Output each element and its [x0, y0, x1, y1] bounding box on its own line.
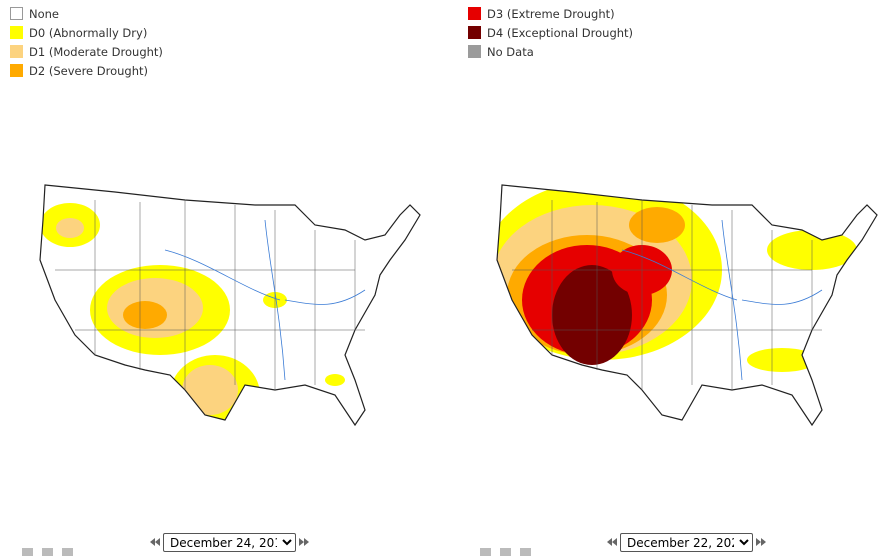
download-icons[interactable] — [480, 548, 540, 556]
legend-swatch — [10, 26, 23, 39]
legend-swatch — [468, 26, 481, 39]
legend-item: No Data — [468, 42, 633, 61]
legend-swatch — [468, 7, 481, 20]
legend-swatch — [10, 7, 23, 20]
legend-label: D1 (Moderate Drought) — [29, 44, 163, 59]
next-button[interactable] — [756, 538, 766, 546]
legend-label: D2 (Severe Drought) — [29, 63, 149, 78]
download-icons[interactable] — [22, 548, 82, 556]
legend-label: D3 (Extreme Drought) — [487, 6, 615, 21]
next-button[interactable] — [299, 538, 309, 546]
prev-button[interactable] — [150, 538, 160, 546]
date-select[interactable]: December 22, 2020 — [620, 533, 753, 552]
legend-swatch — [10, 64, 23, 77]
legend-label: D0 (Abnormally Dry) — [29, 25, 148, 40]
legend-swatch — [468, 45, 481, 58]
map-2019 — [39, 184, 421, 426]
legend-item: D2 (Severe Drought) — [10, 61, 163, 80]
date-select[interactable]: December 24, 2019 — [163, 533, 296, 552]
legend-label: D4 (Exceptional Drought) — [487, 25, 634, 40]
legend-item: None — [10, 4, 163, 23]
map-2020 — [496, 184, 878, 426]
prev-button[interactable] — [607, 538, 617, 546]
legend-item: D0 (Abnormally Dry) — [10, 23, 163, 42]
legend-item: D1 (Moderate Drought) — [10, 42, 163, 61]
legend-label: None — [29, 6, 60, 21]
legend-swatch — [10, 45, 23, 58]
legend-item: D4 (Exceptional Drought) — [468, 23, 633, 42]
legend-right: D3 (Extreme Drought) D4 (Exceptional Drou… — [468, 4, 633, 61]
legend-item: D3 (Extreme Drought) — [468, 4, 633, 23]
legend-label: No Data — [487, 44, 534, 59]
legend-left: None D0 (Abnormally Dry) D1 (Moderate Drou… — [10, 4, 163, 80]
